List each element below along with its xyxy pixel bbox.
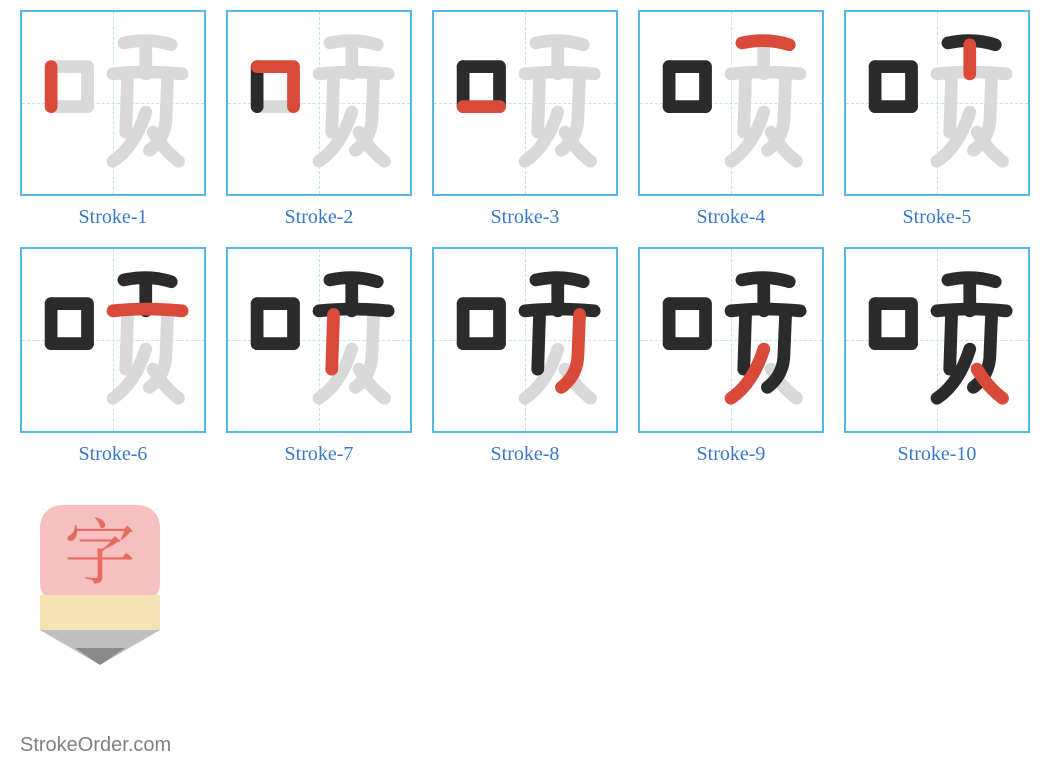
stroke-svg-3 [434,12,616,194]
stroke-tile-7 [226,247,412,433]
logo-glyph: 字 [64,500,136,599]
stroke-svg-8 [434,249,616,431]
stroke-svg-10 [846,249,1028,431]
stroke-tile-10 [844,247,1030,433]
stroke-svg-4 [640,12,822,194]
stroke-svg-1 [22,12,204,194]
stroke-svg-5 [846,12,1028,194]
stroke-caption: Stroke-4 [697,206,766,229]
stroke-cell-4: Stroke-4 [638,10,824,229]
stroke-tile-2 [226,10,412,196]
stroke-tile-4 [638,10,824,196]
stroke-caption: Stroke-5 [903,206,972,229]
footer-text: StrokeOrder.com [20,734,171,757]
stroke-tile-1 [20,10,206,196]
page: { "character": "唝", "strokes_total": 10,… [0,0,1050,771]
logo-svg: 字 [30,500,170,670]
stroke-tile-3 [432,10,618,196]
stroke-cell-5: Stroke-5 [844,10,1030,229]
stroke-caption: Stroke-7 [285,443,354,466]
stroke-cell-8: Stroke-8 [432,247,618,466]
stroke-caption: Stroke-1 [79,206,148,229]
stroke-cell-3: Stroke-3 [432,10,618,229]
stroke-cell-7: Stroke-7 [226,247,412,466]
stroke-grid: Stroke-1 Stroke-2 Stroke-3 Stroke-4 [20,10,1030,466]
stroke-cell-9: Stroke-9 [638,247,824,466]
stroke-tile-9 [638,247,824,433]
logo-area: 字 [30,500,170,670]
stroke-svg-6 [22,249,204,431]
stroke-cell-10: Stroke-10 [844,247,1030,466]
stroke-svg-2 [228,12,410,194]
stroke-caption: Stroke-2 [285,206,354,229]
stroke-caption: Stroke-9 [697,443,766,466]
stroke-svg-7 [228,249,410,431]
stroke-tile-8 [432,247,618,433]
stroke-caption: Stroke-10 [898,443,977,466]
stroke-cell-2: Stroke-2 [226,10,412,229]
stroke-caption: Stroke-8 [491,443,560,466]
stroke-cell-1: Stroke-1 [20,10,206,229]
site-logo: 字 [30,500,170,670]
stroke-svg-9 [640,249,822,431]
stroke-tile-6 [20,247,206,433]
stroke-caption: Stroke-6 [79,443,148,466]
stroke-cell-6: Stroke-6 [20,247,206,466]
stroke-caption: Stroke-3 [491,206,560,229]
stroke-tile-5 [844,10,1030,196]
